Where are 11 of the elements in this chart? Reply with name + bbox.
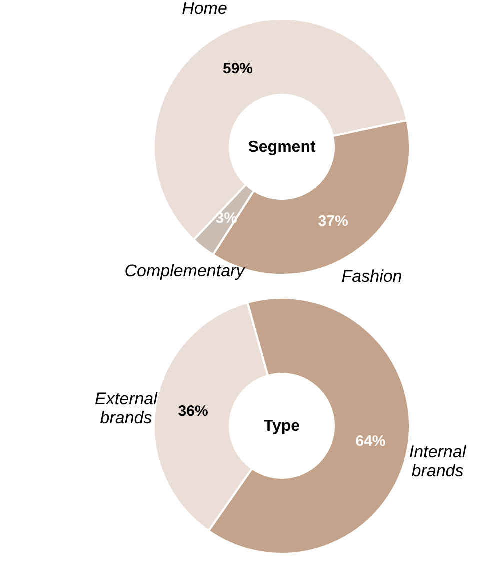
data-label: 64% bbox=[356, 433, 386, 450]
slice-label: Complementary bbox=[124, 262, 246, 281]
text: Type bbox=[264, 418, 300, 435]
data-label: 59% bbox=[222, 60, 254, 78]
slice-label: Internal brands bbox=[409, 442, 468, 481]
data-label: 37% bbox=[318, 212, 348, 230]
text: Segment bbox=[248, 139, 316, 156]
slice-label: External brands bbox=[95, 389, 159, 428]
slice-label: Fashion bbox=[342, 266, 402, 286]
data-label: 36% bbox=[178, 402, 208, 420]
slice-label: Home bbox=[182, 0, 228, 18]
